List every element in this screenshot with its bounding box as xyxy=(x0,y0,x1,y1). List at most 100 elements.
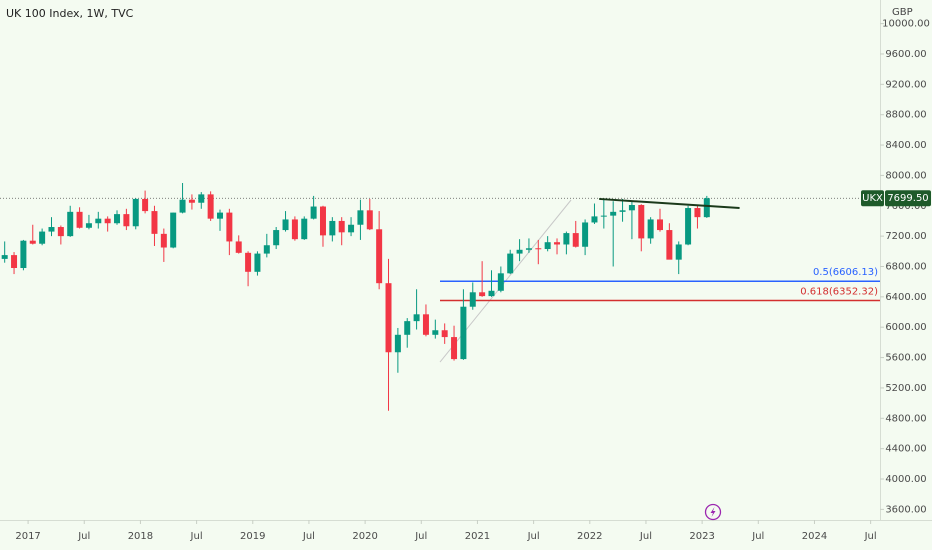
candle-body xyxy=(460,306,467,360)
candle-body xyxy=(48,227,55,232)
candle-body xyxy=(413,314,420,322)
trend-line xyxy=(599,197,740,210)
candle xyxy=(348,217,355,237)
currency-label: GBP xyxy=(892,7,913,18)
y-tick-label: 9600.00 xyxy=(885,49,926,60)
candle-body xyxy=(591,216,598,223)
candle xyxy=(535,239,542,265)
candle xyxy=(413,289,420,330)
candle xyxy=(441,323,448,344)
candle-body xyxy=(142,198,149,212)
candle-body xyxy=(628,205,635,211)
candle-body xyxy=(226,212,233,242)
candle xyxy=(432,319,439,339)
symbol-tag xyxy=(861,190,884,207)
candle-body xyxy=(291,219,298,240)
candle xyxy=(619,198,626,222)
candle xyxy=(685,205,692,246)
candle xyxy=(85,214,92,230)
candle-body xyxy=(600,215,607,217)
x-tick-label: Jul xyxy=(639,531,652,542)
candle xyxy=(366,198,373,231)
candle-body xyxy=(188,199,195,203)
candle-body xyxy=(694,208,701,218)
candle xyxy=(628,201,635,240)
candle xyxy=(179,182,186,214)
candle-body xyxy=(11,255,18,269)
candle-body xyxy=(572,233,579,247)
candle-body xyxy=(376,229,383,284)
candle-body xyxy=(254,253,261,272)
y-tick-label: 4400.00 xyxy=(885,444,926,455)
candle xyxy=(451,325,458,361)
candle-body xyxy=(525,248,532,250)
candle-body xyxy=(394,334,401,353)
candle xyxy=(291,216,298,241)
candle xyxy=(11,252,18,275)
x-tick-label: Jul xyxy=(190,531,203,542)
y-tick-label: 6000.00 xyxy=(885,322,926,333)
candle xyxy=(273,227,280,250)
alert-circle xyxy=(704,503,722,521)
candle-body xyxy=(282,219,289,231)
candle xyxy=(301,216,308,240)
candle-body xyxy=(67,211,74,237)
candle-body xyxy=(657,219,663,231)
candle-body xyxy=(217,212,223,219)
x-tick-label: 2019 xyxy=(240,531,265,542)
candle xyxy=(254,251,261,276)
y-tick-label: 10000.00 xyxy=(882,19,930,30)
candle xyxy=(525,238,532,253)
candle xyxy=(48,217,55,237)
x-tick-label: 2017 xyxy=(15,531,40,542)
alert-icon[interactable] xyxy=(704,503,722,521)
candle xyxy=(104,216,111,232)
y-tick-label: 6800.00 xyxy=(885,261,926,272)
candle xyxy=(132,198,139,230)
chart-title: UK 100 Index, 1W, TVC xyxy=(6,7,134,20)
candle xyxy=(572,220,579,248)
candle xyxy=(460,289,467,360)
alert-bolt xyxy=(710,507,716,517)
candle-body xyxy=(516,249,523,254)
candle-body xyxy=(610,211,617,216)
candle xyxy=(263,233,270,258)
candle-body xyxy=(563,233,570,245)
candle-body xyxy=(535,248,542,250)
candle xyxy=(657,208,663,232)
candle xyxy=(217,209,223,231)
x-tick-label: 2024 xyxy=(802,531,827,542)
candle xyxy=(39,228,46,246)
candle xyxy=(422,304,429,337)
candle xyxy=(160,228,167,262)
candle-body xyxy=(132,198,139,227)
candle-body xyxy=(479,292,486,297)
y-tick-label: 7200.00 xyxy=(885,231,926,242)
candle-body xyxy=(329,220,336,236)
candle-body xyxy=(1,255,8,259)
candle xyxy=(338,217,345,246)
price-tag xyxy=(885,190,931,207)
candle-body xyxy=(666,230,673,260)
candle xyxy=(207,191,214,221)
candle xyxy=(329,217,336,242)
candle xyxy=(497,266,504,293)
candle xyxy=(488,270,495,297)
candle-body xyxy=(160,233,167,248)
candle-body xyxy=(179,199,186,213)
candle xyxy=(235,235,242,254)
candle-body xyxy=(319,206,326,236)
y-tick-label: 6400.00 xyxy=(885,292,926,303)
candle xyxy=(282,211,289,232)
candle-body xyxy=(263,245,270,254)
candle xyxy=(114,210,121,225)
candle xyxy=(582,219,589,256)
candle-body xyxy=(348,224,355,233)
candle-body xyxy=(685,208,692,245)
candle xyxy=(310,195,317,220)
candle-body xyxy=(451,337,458,360)
candle-body xyxy=(385,283,392,353)
candle-body xyxy=(619,210,626,212)
